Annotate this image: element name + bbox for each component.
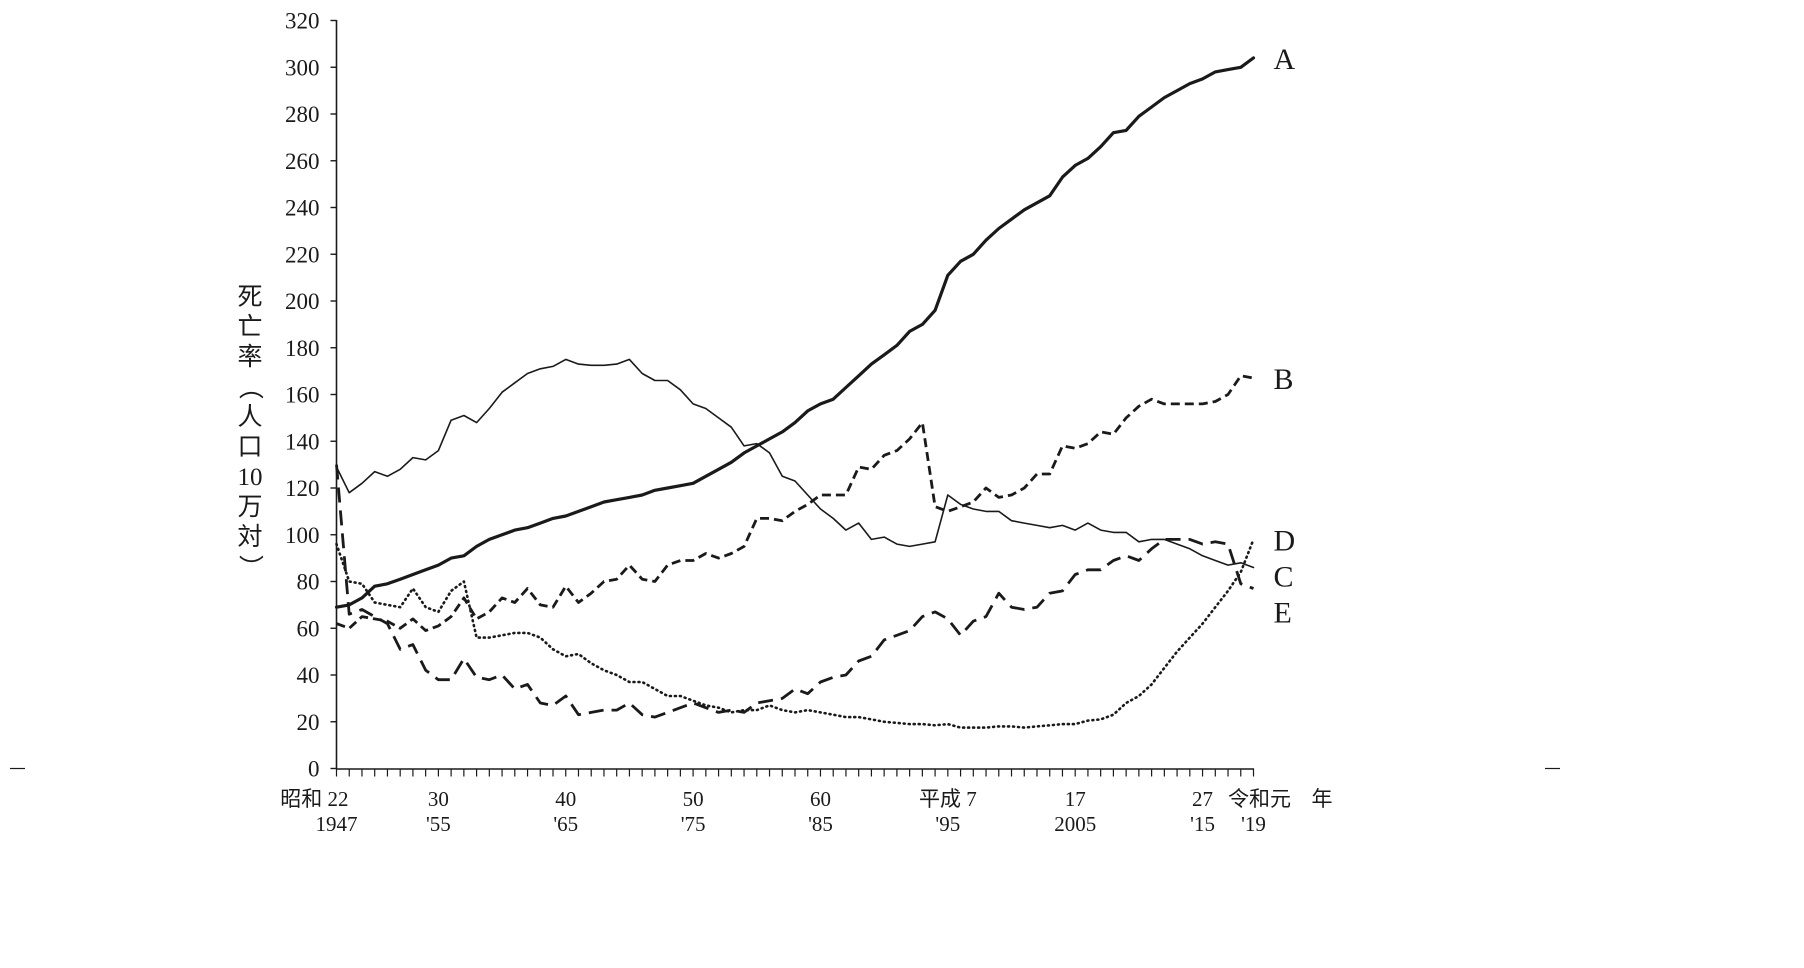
x-tick-label-year: '95: [935, 812, 960, 836]
series-label-e: E: [1274, 596, 1292, 629]
y-axis-title: 死亡率 （ 人口 10 万対 ）: [236, 284, 264, 580]
x-tick-label-year: '85: [808, 812, 833, 836]
x-tick-label-year: '75: [681, 812, 706, 836]
y-axis-title-char: 率: [237, 343, 262, 371]
y-tick-label: 280: [285, 102, 320, 127]
series-label-b: B: [1274, 363, 1294, 396]
y-axis-title-char: ）: [236, 554, 264, 579]
series-label-c: C: [1274, 560, 1294, 593]
x-tick-label-year: '15: [1190, 812, 1215, 836]
x-tick-label-year: '19: [1241, 812, 1266, 836]
series-label-a: A: [1274, 43, 1296, 76]
x-tick-label-era: 60: [810, 787, 831, 811]
y-ticks: [330, 19, 337, 770]
y-tick-label: 180: [285, 336, 320, 361]
y-tick-label: 220: [285, 242, 320, 267]
x-tick-label-era: 令和元: [1228, 787, 1291, 811]
series-line-d: [335, 538, 1255, 729]
y-axis-title-char: 口: [237, 434, 262, 461]
y-axis-title-char: 死: [237, 284, 262, 311]
x-unit-label: 年: [1312, 787, 1333, 811]
x-tick-label-year: 1947: [316, 812, 358, 836]
y-tick-label: 120: [285, 476, 320, 501]
y-tick-label: 60: [297, 616, 320, 641]
y-tick-label: 260: [285, 149, 320, 174]
series-line-c: [335, 358, 1255, 569]
x-tick-label-era: 40: [555, 787, 576, 811]
y-tick-label: 80: [297, 570, 320, 595]
y-tick-label: 140: [285, 429, 320, 454]
y-tick-label: 40: [297, 663, 320, 688]
x-tick-label-era: 50: [683, 787, 704, 811]
x-tick-label-year: '55: [426, 812, 451, 836]
y-tick-labels: 0 20 40 60 80 100 120 140 160 180 200 220 240 260 280 3…: [285, 9, 320, 782]
y-tick-label: 100: [285, 523, 320, 548]
series-label-d: D: [1274, 524, 1296, 557]
y-axis-title-char: （: [236, 374, 264, 399]
series-line-a: [334, 56, 1256, 609]
y-tick-label: 240: [285, 196, 320, 221]
y-axis: 0 20 40 60 80 100 120 140 160 180 200 220 240 260 280 3…: [285, 9, 338, 782]
y-tick-label: 200: [285, 289, 320, 314]
x-ticks: [335, 768, 1255, 777]
x-tick-label-era: 27: [1192, 787, 1213, 811]
y-axis-title-char: 亡: [237, 313, 262, 341]
series-line-e: [335, 464, 1254, 719]
series-lines: [334, 56, 1256, 729]
y-axis-title-char: 10: [238, 464, 263, 491]
y-tick-label: 160: [285, 383, 320, 408]
series-line-b: [336, 374, 1254, 632]
y-tick-label: 300: [285, 55, 320, 80]
y-tick-label: 320: [285, 9, 320, 34]
x-tick-label-year: 2005: [1054, 812, 1096, 836]
y-tick-label: 0: [308, 757, 320, 782]
y-tick-label: 20: [297, 710, 320, 735]
y-axis-title-char: 万: [237, 494, 262, 521]
x-tick-label-year: '65: [553, 812, 578, 836]
series-labels: A B DCE: [1274, 43, 1296, 630]
x-tick-label-era: 平成 7: [919, 787, 977, 811]
x-tick-label-era: 30: [428, 787, 449, 811]
y-axis-title-char: 人: [237, 404, 262, 431]
y-axis-title-char: 対: [237, 523, 262, 551]
x-tick-label-era: 17: [1065, 787, 1086, 811]
x-tick-label-era: 昭和 22: [280, 787, 348, 811]
